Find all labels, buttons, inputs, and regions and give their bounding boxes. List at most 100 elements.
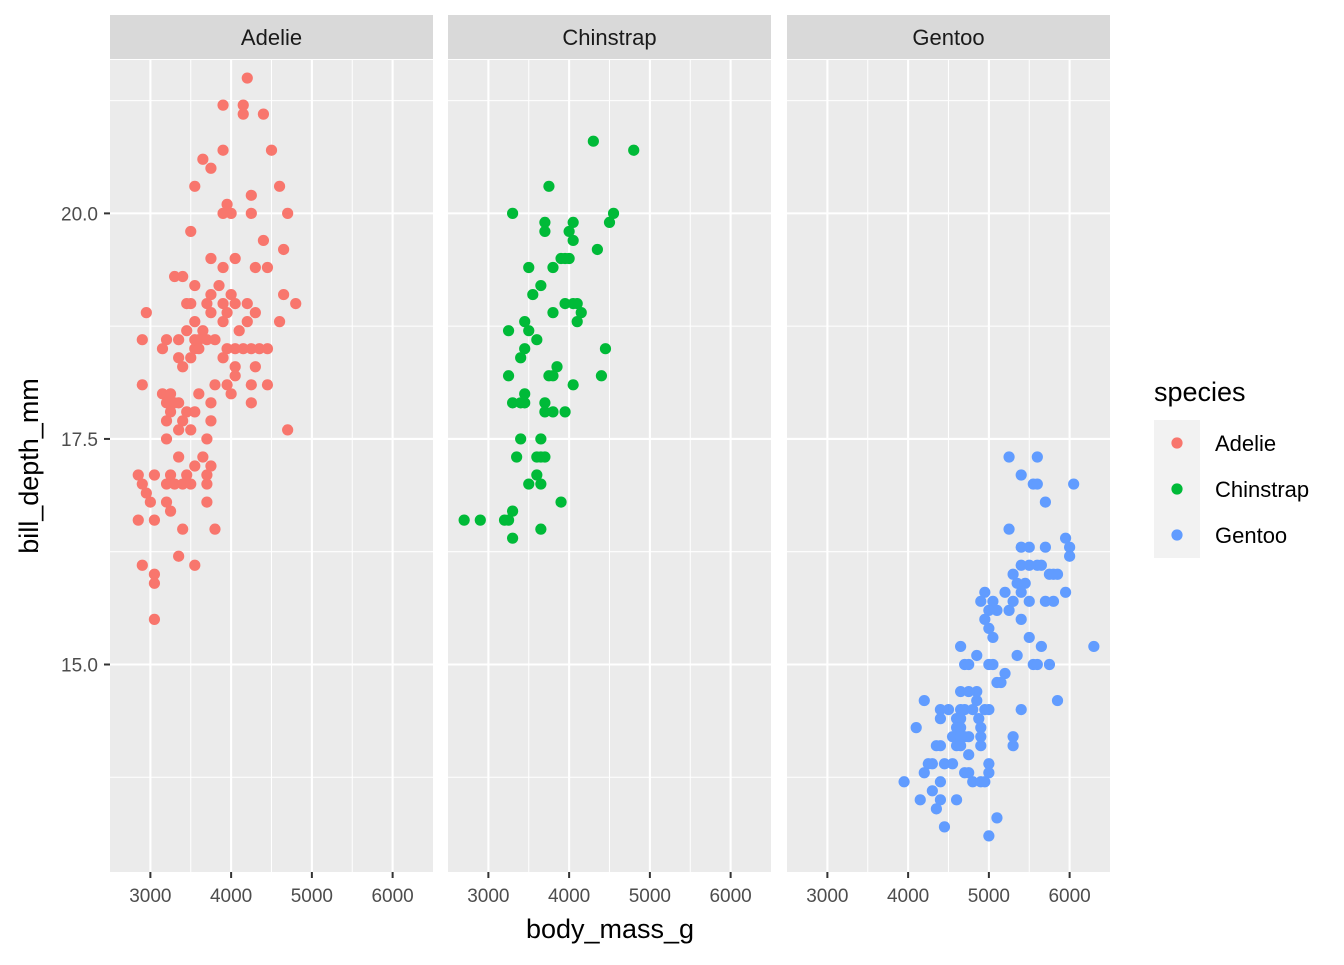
data-point — [991, 604, 1003, 616]
data-point — [946, 758, 959, 770]
data-point — [273, 316, 286, 328]
data-point — [999, 586, 1011, 598]
data-point — [185, 352, 197, 364]
data-point — [221, 379, 233, 391]
data-point — [1039, 496, 1051, 508]
data-point — [551, 361, 563, 373]
data-point — [1023, 631, 1035, 644]
data-point — [983, 767, 995, 779]
legend-label: Chinstrap — [1215, 477, 1309, 502]
data-point — [506, 505, 519, 517]
data-point — [217, 99, 229, 111]
data-point — [160, 433, 173, 445]
data-point — [221, 198, 233, 210]
y-tick-label: 20.0 — [61, 204, 98, 225]
legend-label: Gentoo — [1215, 523, 1287, 548]
data-point — [587, 135, 599, 147]
data-point — [1043, 658, 1056, 671]
data-point — [531, 334, 543, 346]
data-point — [156, 388, 169, 400]
data-point — [938, 758, 951, 770]
data-point — [979, 613, 991, 625]
data-point — [217, 261, 229, 274]
data-point — [221, 307, 233, 319]
data-point — [1007, 568, 1019, 580]
data-point — [523, 325, 535, 337]
data-point — [181, 325, 193, 337]
data-point — [914, 794, 926, 806]
data-point — [999, 667, 1011, 680]
data-point — [181, 406, 193, 418]
data-point — [975, 731, 987, 743]
data-point — [506, 207, 519, 219]
x-tick-label: 4000 — [548, 886, 590, 907]
data-point — [173, 352, 185, 364]
data-point — [164, 388, 177, 400]
data-point — [567, 216, 579, 228]
data-point — [201, 496, 213, 508]
legend-label: Adelie — [1215, 431, 1276, 456]
data-point — [160, 496, 173, 508]
data-point — [169, 478, 181, 490]
data-point — [201, 298, 213, 310]
data-point — [136, 478, 148, 490]
data-point — [1068, 478, 1080, 490]
data-point — [253, 343, 265, 355]
data-point — [282, 424, 294, 436]
data-point — [221, 343, 233, 355]
x-tick-label: 5000 — [291, 886, 333, 907]
facet-strip — [448, 15, 771, 59]
data-point — [474, 514, 486, 526]
data-point — [177, 270, 189, 283]
data-point — [217, 144, 229, 156]
data-point — [132, 469, 144, 481]
data-point — [282, 207, 294, 219]
data-point — [1035, 640, 1047, 653]
data-point — [177, 523, 189, 535]
x-tick-label: 6000 — [709, 886, 751, 907]
data-point — [201, 334, 213, 346]
data-point — [189, 460, 201, 472]
data-point — [567, 234, 579, 247]
facet-strip-label: Gentoo — [912, 25, 984, 50]
data-point — [209, 334, 221, 346]
data-point — [502, 370, 515, 382]
data-point — [148, 568, 161, 580]
data-point — [1015, 613, 1027, 625]
data-point — [519, 316, 531, 328]
data-point — [189, 279, 201, 292]
data-point — [1059, 586, 1072, 598]
data-point — [290, 298, 302, 310]
data-point — [1015, 586, 1027, 598]
data-point — [559, 298, 571, 310]
data-point — [971, 649, 983, 662]
data-point — [910, 722, 922, 734]
data-point — [983, 830, 995, 842]
data-point — [950, 794, 963, 806]
data-point — [1064, 541, 1076, 553]
data-point — [245, 343, 257, 355]
data-point — [164, 505, 177, 517]
data-point — [539, 406, 551, 418]
data-point — [148, 514, 161, 526]
data-point — [547, 406, 559, 418]
data-point — [567, 379, 579, 391]
data-point — [245, 379, 257, 391]
x-axis-title: body_mass_g — [526, 914, 694, 944]
data-point — [205, 288, 217, 301]
data-point — [1035, 559, 1047, 571]
data-point — [136, 334, 148, 346]
data-point — [973, 713, 985, 725]
data-point — [261, 343, 274, 355]
data-point — [535, 279, 547, 292]
data-point — [237, 108, 249, 120]
data-point — [1039, 595, 1051, 607]
data-point — [197, 153, 209, 165]
data-point — [506, 532, 519, 544]
data-point — [205, 415, 217, 427]
data-point — [983, 604, 995, 616]
data-point — [934, 713, 947, 725]
data-point — [173, 397, 185, 409]
legend: species Adelie Chinstrap Gentoo — [1154, 377, 1309, 558]
